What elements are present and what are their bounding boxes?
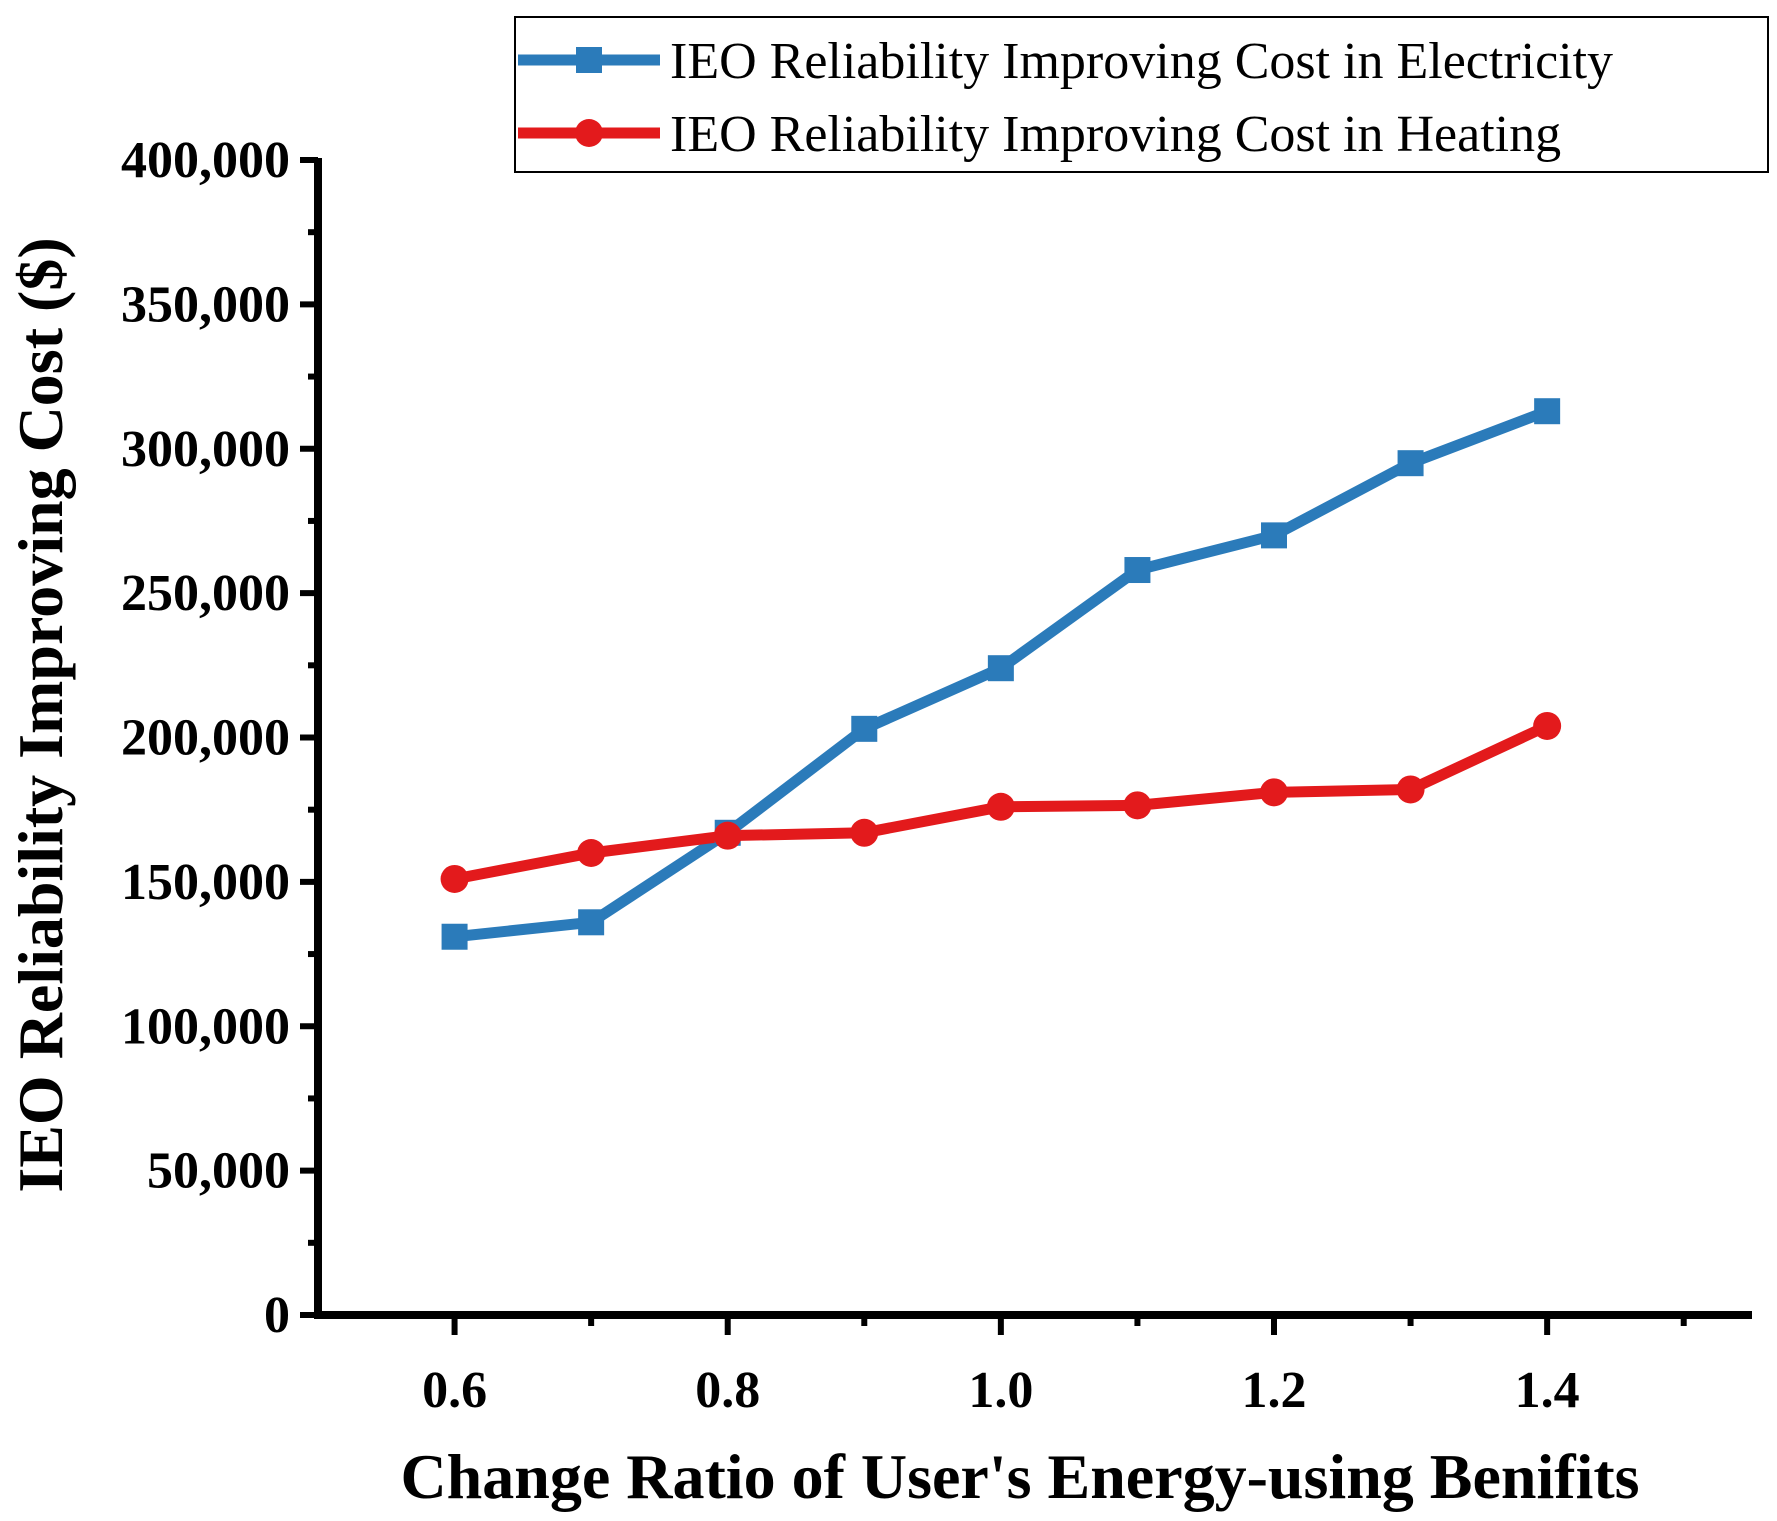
data-point-electricity [851, 715, 878, 742]
legend-label-1: IEO Reliability Improving Cost in Electr… [670, 33, 1613, 90]
data-point-heating [1396, 775, 1425, 804]
x-tick-label: 0.6 [422, 1362, 487, 1419]
x-tick-label: 0.8 [695, 1362, 760, 1419]
x-axis-title: Change Ratio of User's Energy-using Beni… [400, 1441, 1639, 1512]
data-point-electricity [578, 909, 605, 936]
data-point-electricity [1124, 557, 1151, 584]
series-markers [440, 398, 1562, 950]
y-axis-ticks: 0 50,000 100,000 150,000 200,000 250,000 300,0… [121, 132, 318, 1344]
axes [314, 158, 1752, 1319]
y-tick-label: 300,000 [121, 421, 290, 478]
legend-box [514, 16, 1769, 173]
y-tick-label: 200,000 [121, 710, 290, 767]
x-tick-label: 1.4 [1515, 1362, 1580, 1419]
y-tick-label: 350,000 [121, 276, 290, 333]
y-tick-label: 0 [264, 1287, 290, 1344]
legend-marker-square [576, 47, 602, 73]
data-point-heating [1260, 778, 1288, 807]
y-tick-label: 150,000 [121, 854, 290, 911]
data-point-electricity [1397, 450, 1424, 477]
data-point-heating [577, 839, 606, 867]
data-point-electricity [1261, 522, 1287, 549]
data-point-heating [713, 821, 742, 850]
y-tick-label: 100,000 [121, 998, 290, 1055]
data-point-heating [850, 818, 879, 847]
x-tick-label: 1.0 [968, 1362, 1033, 1419]
data-point-heating [986, 792, 1015, 821]
y-axis-title: IEO Reliability Improving Cost ($) [5, 237, 76, 1192]
y-tick-label: 250,000 [121, 565, 290, 622]
data-point-electricity [441, 923, 468, 950]
y-tick-label: 50,000 [147, 1143, 290, 1200]
data-point-heating [1533, 711, 1562, 740]
y-tick-label: 400,000 [121, 132, 290, 189]
x-tick-label: 1.2 [1242, 1362, 1307, 1419]
legend-marker-circle [575, 119, 603, 147]
data-point-heating [1123, 791, 1152, 820]
data-point-heating [440, 864, 469, 893]
x-axis-ticks: 0.6 0.8 1.0 1.2 1.4 [422, 1315, 1687, 1419]
legend-label-2: IEO Reliability Improving Cost in Heatin… [670, 106, 1561, 163]
data-point-electricity [987, 655, 1014, 682]
legend: IEO Reliability Improving Cost in Electr… [514, 16, 1769, 173]
data-point-electricity [1534, 398, 1561, 425]
